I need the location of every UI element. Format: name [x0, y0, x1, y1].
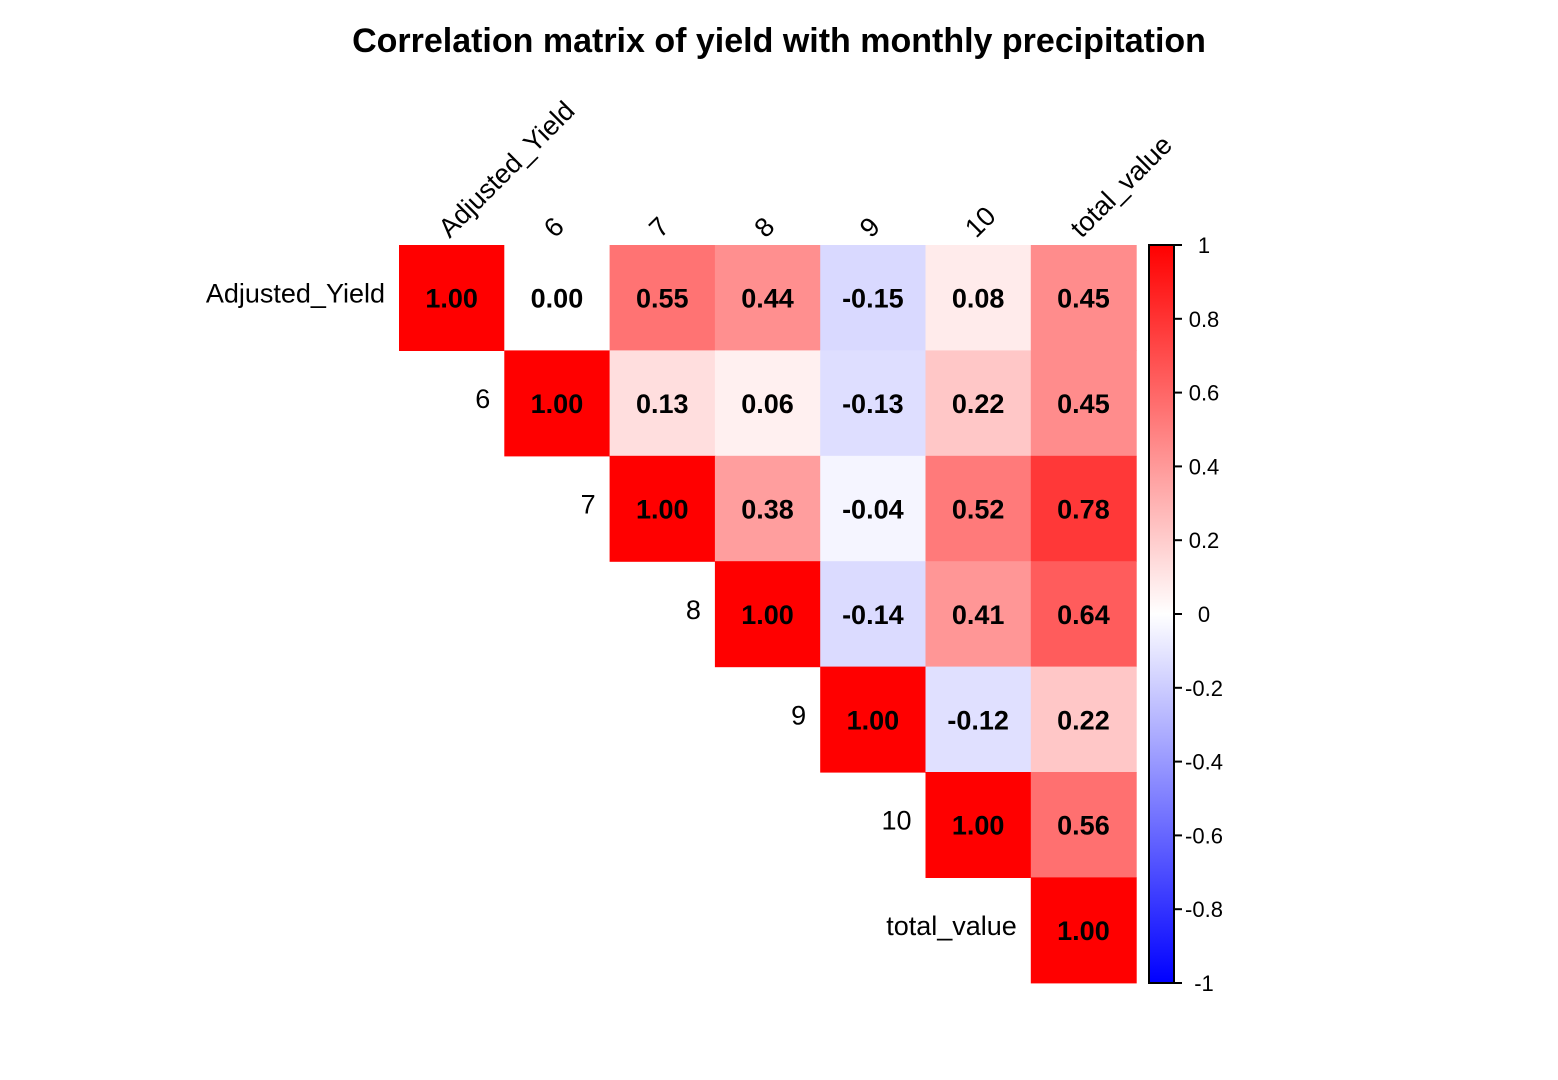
- cell-3-4: [820, 561, 927, 668]
- cell-4-5: [925, 666, 1032, 773]
- cell-0-0: [399, 245, 505, 351]
- cell-4-6: [1030, 666, 1137, 773]
- color-legend-tick-10: -1: [1194, 971, 1214, 996]
- cell-2-2: [609, 455, 716, 562]
- cell-value-0-0: 1.00: [425, 284, 478, 314]
- heatmap-cells: [399, 245, 1137, 984]
- cell-0-5: [925, 245, 1032, 351]
- cell-1-6: [1030, 350, 1137, 457]
- cell-6-6: [1030, 877, 1137, 984]
- color-legend-tick-9: -0.8: [1185, 897, 1223, 922]
- cell-0-2: [609, 245, 716, 351]
- cell-value-5-6: 0.56: [1057, 811, 1110, 841]
- cell-1-1: [504, 350, 611, 457]
- cell-5-5: [925, 772, 1032, 878]
- cell-3-3: [714, 561, 821, 668]
- cell-value-2-5: 0.52: [952, 495, 1005, 525]
- row-label-2: 7: [581, 490, 596, 520]
- cell-value-1-1: 1.00: [531, 389, 584, 419]
- cell-value-6-6: 1.00: [1057, 916, 1110, 946]
- color-legend: 1 0.8 0.6 0.4 0.2 0 -0.2 -0.4 -0.6 -0.8 -1: [1148, 233, 1223, 996]
- row-label-4: 9: [791, 700, 806, 730]
- cell-1-3: [714, 350, 821, 457]
- cell-2-3: [714, 455, 821, 562]
- cell-1-5: [925, 350, 1032, 457]
- cell-0-1: [504, 245, 611, 351]
- cell-1-4: [820, 350, 927, 457]
- cell-value-5-5: 1.00: [952, 811, 1005, 841]
- cell-0-3: [714, 245, 821, 351]
- color-legend-tick-6: -0.2: [1185, 676, 1223, 701]
- column-label-3: 8: [749, 211, 781, 243]
- cell-value-2-6: 0.78: [1057, 495, 1110, 525]
- color-legend-tick-4: 0.2: [1189, 528, 1220, 553]
- color-legend-tick-3: 0.4: [1189, 454, 1220, 479]
- cell-1-2: [609, 350, 716, 457]
- cell-2-5: [925, 455, 1032, 562]
- cell-value-2-3: 0.38: [741, 495, 794, 525]
- cell-value-0-5: 0.08: [952, 284, 1005, 314]
- cell-value-2-4: -0.04: [842, 495, 904, 525]
- cell-0-4: [820, 245, 927, 351]
- row-label-6: total_value: [886, 911, 1017, 941]
- cell-value-0-1: 0.00: [531, 284, 584, 314]
- chart-title: Correlation matrix of yield with monthly…: [352, 22, 1206, 60]
- cell-value-3-5: 0.41: [952, 600, 1005, 630]
- cell-value-1-6: 0.45: [1057, 389, 1110, 419]
- cell-2-4: [820, 455, 927, 562]
- cell-value-0-6: 0.45: [1057, 284, 1110, 314]
- row-label-5: 10: [881, 806, 911, 836]
- cell-4-4: [820, 666, 927, 773]
- cell-value-0-4: -0.15: [842, 284, 904, 314]
- cell-value-4-4: 1.00: [847, 705, 900, 735]
- cell-2-6: [1030, 455, 1137, 562]
- cell-value-1-4: -0.13: [842, 389, 904, 419]
- cell-value-3-3: 1.00: [741, 600, 794, 630]
- color-legend-bar: [1148, 244, 1175, 984]
- column-label-0: Adjusted_Yield: [433, 95, 581, 243]
- row-label-0: Adjusted_Yield: [206, 279, 385, 309]
- cell-value-3-6: 0.64: [1057, 600, 1110, 630]
- cell-value-4-6: 0.22: [1057, 705, 1110, 735]
- color-legend-tick-0: 1: [1198, 233, 1210, 258]
- column-label-5: 10: [959, 201, 1001, 243]
- cell-value-1-5: 0.22: [952, 389, 1005, 419]
- cell-value-0-2: 0.55: [636, 284, 689, 314]
- cell-value-2-2: 1.00: [636, 495, 689, 525]
- color-legend-tick-1: 0.8: [1189, 307, 1220, 332]
- color-legend-tick-2: 0.6: [1189, 381, 1220, 406]
- cell-3-5: [925, 561, 1032, 668]
- cell-3-6: [1030, 561, 1137, 668]
- color-legend-tick-8: -0.6: [1185, 823, 1223, 848]
- color-legend-tick-5: 0: [1198, 602, 1210, 627]
- cell-value-0-3: 0.44: [741, 284, 794, 314]
- column-label-2: 7: [643, 211, 675, 243]
- cell-value-1-3: 0.06: [741, 389, 794, 419]
- row-label-1: 6: [475, 384, 490, 414]
- cell-5-6: [1030, 772, 1137, 878]
- cell-value-4-5: -0.12: [947, 705, 1009, 735]
- row-label-3: 8: [686, 595, 701, 625]
- column-label-4: 9: [854, 211, 886, 243]
- column-label-1: 6: [538, 211, 570, 243]
- column-label-6: total_value: [1064, 130, 1178, 244]
- cell-0-6: [1030, 245, 1137, 351]
- cell-value-1-2: 0.13: [636, 389, 689, 419]
- cell-values: 1.00 0.00 0.55 0.44 -0.15 0.08 0.45 1.00 0.13 0.0…: [425, 284, 1109, 946]
- color-legend-tick-7: -0.4: [1185, 750, 1223, 775]
- row-labels: Adjusted_Yield 6 7 8 9 10 total_value: [206, 279, 1017, 941]
- cell-value-3-4: -0.14: [842, 600, 904, 630]
